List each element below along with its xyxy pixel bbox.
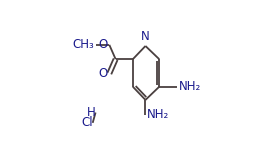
Text: NH₂: NH₂ [147,108,169,121]
Text: H: H [87,106,95,119]
Text: Cl: Cl [81,116,93,129]
Text: NH₂: NH₂ [179,80,201,93]
Text: O: O [98,38,108,51]
Text: N: N [141,30,150,43]
Text: O: O [98,67,108,80]
Text: CH₃: CH₃ [73,38,94,51]
